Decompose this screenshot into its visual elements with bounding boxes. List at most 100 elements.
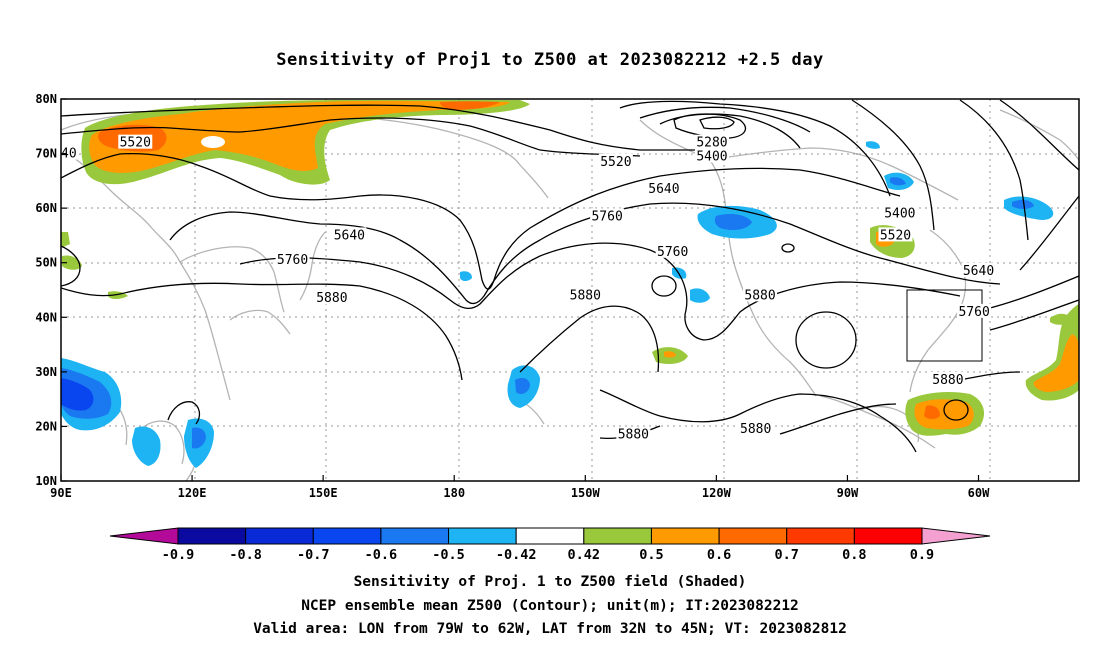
colorbar-swatch	[448, 527, 517, 545]
contour-label: 5880	[740, 422, 771, 437]
shade-negative-ph	[132, 426, 161, 466]
lat-label: 70N	[35, 147, 57, 161]
contour-label: 5520	[120, 136, 151, 151]
colorbar-swatch	[380, 527, 450, 545]
colorbar-label: 0.9	[910, 547, 934, 563]
lat-label: 40N	[35, 310, 57, 324]
caption-line-2: NCEP ensemble mean Z500 (Contour); unit(…	[301, 598, 799, 614]
shade-positive-west-edge	[61, 232, 70, 248]
shade-negative-np2	[690, 288, 710, 303]
lon-label: 90E	[50, 486, 72, 500]
colorbar-label: -0.7	[297, 547, 330, 563]
colorbar-label: 0.6	[707, 547, 731, 563]
lat-label: 80N	[35, 92, 57, 106]
shade-positive-arctic-inner	[89, 100, 510, 173]
colorbar-label: 0.42	[568, 547, 601, 563]
shade-negative-tw-core	[192, 427, 206, 449]
shade-negative-arctic-ne	[866, 141, 880, 149]
shade-negative-na-core	[714, 214, 752, 230]
z500-contours	[61, 99, 1079, 453]
chart-title: Sensitivity of Proj1 to Z500 at 20230822…	[276, 50, 824, 70]
contour-label: 5280	[696, 136, 727, 151]
colorbar-swatch	[583, 527, 652, 545]
contour-label: 5880	[744, 288, 775, 303]
contour-label-bg	[957, 303, 992, 318]
shade-negative-cp-core	[515, 378, 530, 394]
colorbar-label: 0.7	[775, 547, 799, 563]
lon-label: 120E	[178, 486, 207, 500]
contour-label-bg	[275, 251, 310, 266]
colorbar-label: -0.6	[365, 547, 398, 563]
contour-label: 5760	[591, 209, 622, 224]
shade-positive-atl-top	[1050, 313, 1072, 325]
contour-label-bg	[878, 227, 913, 242]
contour-label: 5520	[600, 155, 631, 170]
map-frame	[60, 98, 1080, 482]
contour-label: 5760	[657, 245, 688, 260]
caption-line-1: Sensitivity of Proj. 1 to Z500 field (Sh…	[353, 574, 747, 590]
colorbar-label: -0.5	[432, 547, 465, 563]
lat-label: 20N	[35, 419, 57, 433]
contour-label-bg	[743, 287, 778, 302]
colorbar-swatch	[312, 527, 382, 545]
sensitivity-shading	[61, 100, 1079, 468]
contour-label: 5400	[884, 207, 915, 222]
contour-label: 5640	[45, 147, 76, 162]
contour-label-bg	[655, 243, 690, 258]
contour-label-bg	[882, 205, 917, 220]
contour-label: 5760	[277, 253, 308, 268]
colorbar-swatch	[245, 527, 314, 545]
colorbar-label: -0.9	[162, 547, 195, 563]
contour-label-bg	[590, 208, 625, 223]
lat-label: 60N	[35, 201, 57, 215]
contour-label: 5400	[696, 149, 727, 164]
colorbar-min-arrow	[109, 527, 179, 545]
contour-label-bg	[738, 421, 773, 436]
colorbar-swatch	[515, 527, 585, 545]
contour-label: 5640	[334, 228, 365, 243]
colorbar-swatch	[853, 527, 923, 545]
contour-label-bg	[598, 153, 633, 168]
contour-label: 5880	[570, 288, 601, 303]
lat-label: 30N	[35, 365, 57, 379]
colorbar-max-arrow	[921, 527, 991, 545]
contour-label: 5880	[618, 428, 649, 443]
contour-label-bg	[61, 145, 78, 160]
colorbar: -0.9 -0.8 -0.7 -0.6 -0.5 -0.42 0.42 0.5 0.6 0.7 0.…	[109, 527, 991, 563]
contour-label-bg	[616, 426, 651, 441]
colorbar-label: 0.8	[842, 547, 866, 563]
valid-area-box	[906, 289, 983, 362]
lon-label: 60W	[968, 486, 990, 500]
colorbar-swatch	[177, 527, 247, 545]
contour-label: 5880	[316, 291, 347, 306]
shade-positive-carib-red	[924, 405, 940, 419]
latitude-labels: 80N 70N 60N 50N 40N 30N 20N 10N	[35, 92, 67, 488]
lat-label: 10N	[35, 474, 57, 488]
shade-positive-np-core	[664, 351, 676, 358]
colorbar-swatch	[650, 527, 720, 545]
shade-negative-scs-core	[61, 378, 94, 411]
shade-positive-atl-core	[1033, 334, 1079, 392]
colorbar-swatch	[718, 527, 788, 545]
contour-label-bg	[930, 372, 965, 387]
lon-label: 150W	[571, 486, 601, 500]
colorbar-label: -0.8	[229, 547, 262, 563]
contour-label: 5640	[648, 182, 679, 197]
colorbar-label: 0.5	[639, 547, 663, 563]
lon-label: 180	[443, 486, 465, 500]
colorbar-swatch	[786, 527, 855, 545]
shade-hole	[201, 136, 225, 148]
contour-label-bg	[568, 287, 603, 302]
contour-label: 5760	[958, 305, 989, 320]
contour-label-bg	[694, 148, 729, 163]
contour-label-bg	[314, 290, 349, 305]
shade-negative-canada-core	[890, 177, 906, 186]
contour-label: 5520	[880, 228, 911, 243]
contour-label-bg	[694, 134, 729, 149]
shade-negative-labrador-core	[1012, 199, 1034, 209]
colorbar-label: -0.42	[496, 547, 537, 563]
longitude-labels: 90E 120E 150E 180 150W 120W 90W 60W	[50, 475, 990, 500]
contour-label-bg	[646, 181, 681, 196]
contour-label: 5880	[932, 373, 963, 388]
